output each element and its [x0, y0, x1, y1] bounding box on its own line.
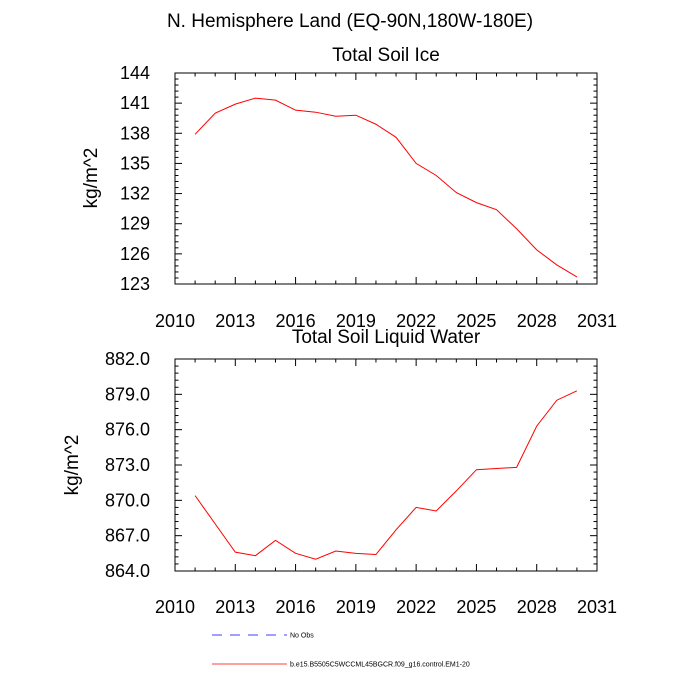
soil-ice-y-tick-label: 135 [120, 153, 150, 173]
soil-ice-y-tick-label: 141 [120, 93, 150, 113]
soil-liquid-data-point [214, 522, 217, 525]
soil-liquid-data-point [495, 467, 498, 470]
soil-liquid-data-point [294, 552, 297, 555]
soil-ice-data-point [214, 112, 217, 115]
soil-ice-y-tick-label: 126 [120, 244, 150, 264]
soil-liquid-data-point [435, 509, 438, 512]
soil-liquid-data-point [455, 489, 458, 492]
soil-liquid-plot-frame [174, 358, 598, 572]
soil-liquid-y-tick-label: 867.0 [105, 526, 150, 546]
figure-title: N. Hemisphere Land (EQ-90N,180W-180E) [167, 11, 533, 32]
soil-ice-data-point [314, 111, 317, 114]
soil-ice-data-point [234, 103, 237, 106]
soil-ice-x-tick-label: 2010 [155, 311, 195, 331]
soil-liquid-ylabel: kg/m^2 [62, 435, 83, 496]
soil-ice-x-tick-label: 2016 [276, 311, 316, 331]
soil-ice-data-point [555, 263, 558, 266]
soil-liquid-data-point [194, 494, 197, 497]
soil-ice-x-tick-label: 2028 [517, 311, 557, 331]
soil-liquid-panel: Total Soil Liquid Water kg/m^2 2010 2013 2… [62, 327, 617, 617]
soil-liquid-x-tick-label: 2013 [215, 597, 255, 617]
soil-ice-data-point [254, 97, 257, 100]
soil-liquid-x-tick-label: 2010 [155, 597, 195, 617]
soil-ice-x-tick-label: 2022 [396, 311, 436, 331]
soil-ice-title: Total Soil Ice [332, 45, 440, 66]
soil-liquid-y-tick-label: 864.0 [105, 561, 150, 581]
soil-liquid-x-tick-label: 2031 [577, 597, 617, 617]
soil-ice-x-tick-label: 2025 [456, 311, 496, 331]
legend-label-control: b.e15.B5505C5WCCML45BGCR.f09_g16.control… [290, 662, 470, 669]
soil-liquid-data-point [314, 558, 317, 561]
soil-liquid-data-point [475, 468, 478, 471]
soil-liquid-x-tick-label: 2028 [517, 597, 557, 617]
soil-ice-y-tick-label: 144 [120, 63, 150, 83]
soil-liquid-data-point [274, 539, 277, 542]
soil-ice-data-point [194, 133, 197, 136]
legend-label-no-obs: No Obs [290, 633, 314, 640]
soil-ice-ylabel: kg/m^2 [81, 148, 102, 209]
soil-ice-x-tick-label: 2019 [336, 311, 376, 331]
soil-ice-data-point [395, 136, 398, 139]
soil-ice-data-point [354, 114, 357, 117]
soil-liquid-y-tick-label: 873.0 [105, 455, 150, 475]
soil-liquid-x-tick-label: 2016 [276, 597, 316, 617]
soil-liquid-data-point [334, 549, 337, 552]
soil-liquid-data-point [515, 466, 518, 469]
soil-ice-data-point [374, 123, 377, 126]
soil-liquid-data-point [374, 553, 377, 556]
soil-ice-y-tick-label: 129 [120, 214, 150, 234]
soil-ice-data-point [575, 275, 578, 278]
soil-liquid-y-tick-label: 876.0 [105, 420, 150, 440]
soil-ice-x-tick-label: 2013 [215, 311, 255, 331]
soil-ice-panel: Total Soil Ice kg/m^2 2010 2013 2016 2019 20… [81, 45, 617, 331]
soil-ice-series-line [194, 97, 578, 278]
soil-ice-plot-frame [174, 72, 598, 285]
soil-liquid-y-tick-label: 870.0 [105, 490, 150, 510]
soil-ice-data-point [274, 99, 277, 102]
soil-ice-data-point [515, 227, 518, 230]
soil-liquid-y-tick-label: 879.0 [105, 384, 150, 404]
soil-liquid-title: Total Soil Liquid Water [292, 327, 481, 348]
soil-liquid-data-point [415, 506, 418, 509]
soil-liquid-x-tick-label: 2022 [396, 597, 436, 617]
soil-liquid-x-tick-label: 2019 [336, 597, 376, 617]
soil-ice-y-tick-label: 123 [120, 274, 150, 294]
soil-ice-x-tick-label: 2031 [577, 311, 617, 331]
soil-ice-data-point [535, 248, 538, 251]
soil-ice-data-point [294, 109, 297, 112]
soil-ice-data-point [455, 191, 458, 194]
soil-ice-data-point [415, 162, 418, 165]
soil-ice-data-point [495, 208, 498, 211]
soil-liquid-data-point [354, 552, 357, 555]
soil-liquid-y-tick-label: 882.0 [105, 349, 150, 369]
soil-ice-data-point [475, 201, 478, 204]
soil-liquid-data-point [234, 551, 237, 554]
soil-ice-data-point [435, 174, 438, 177]
soil-liquid-data-point [535, 425, 538, 428]
soil-liquid-data-point [254, 554, 257, 557]
soil-ice-data-point [334, 115, 337, 118]
legend: No Obs b.e15.B5505C5WCCML45BGCR.f09_g16.… [212, 633, 470, 669]
soil-ice-y-tick-label: 132 [120, 184, 150, 204]
soil-liquid-data-point [575, 389, 578, 392]
soil-liquid-data-point [395, 528, 398, 531]
soil-ice-y-tick-label: 138 [120, 123, 150, 143]
soil-liquid-series-line [194, 390, 578, 560]
soil-liquid-data-point [555, 399, 558, 402]
soil-liquid-x-tick-label: 2025 [456, 597, 496, 617]
